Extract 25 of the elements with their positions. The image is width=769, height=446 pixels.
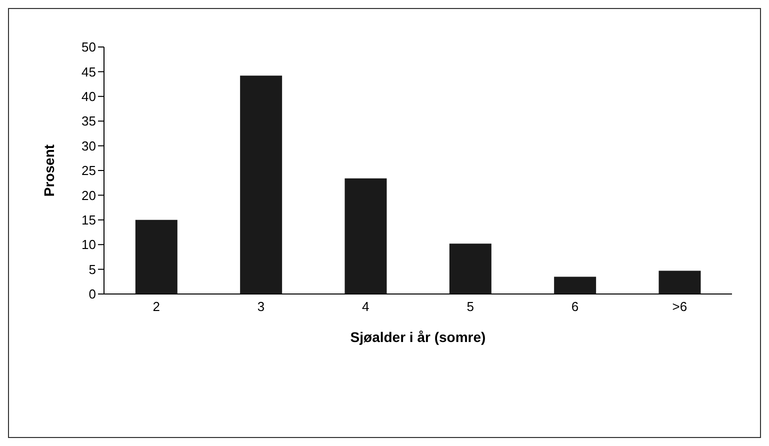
y-tick-label: 15 [82, 212, 96, 228]
y-tick-label: 50 [82, 40, 96, 55]
bar [135, 220, 178, 294]
bar [449, 244, 492, 294]
x-axis-title: Sjøalder i år (somre) [350, 329, 486, 345]
y-tick-label: 35 [82, 114, 96, 129]
bar [658, 270, 701, 294]
x-tick-label: 2 [152, 299, 160, 314]
y-tick-label: 0 [88, 286, 96, 302]
bar [240, 76, 282, 294]
bar [554, 276, 596, 294]
y-tick-label: 25 [82, 163, 96, 178]
y-axis-title: Prosent [40, 144, 57, 197]
bar [344, 178, 387, 294]
x-tick-label: >6 [672, 299, 688, 314]
y-tick-label: 40 [82, 89, 96, 104]
y-tick-label: 20 [82, 188, 96, 203]
y-tick-label: 10 [82, 237, 96, 252]
y-tick-label: 45 [82, 64, 96, 80]
y-tick-label: 30 [82, 138, 96, 154]
y-tick-label: 5 [88, 262, 96, 277]
x-tick-label: 6 [571, 299, 579, 314]
x-tick-label: 3 [257, 299, 265, 314]
x-tick-label: 5 [466, 299, 474, 314]
x-tick-label: 4 [362, 299, 370, 314]
